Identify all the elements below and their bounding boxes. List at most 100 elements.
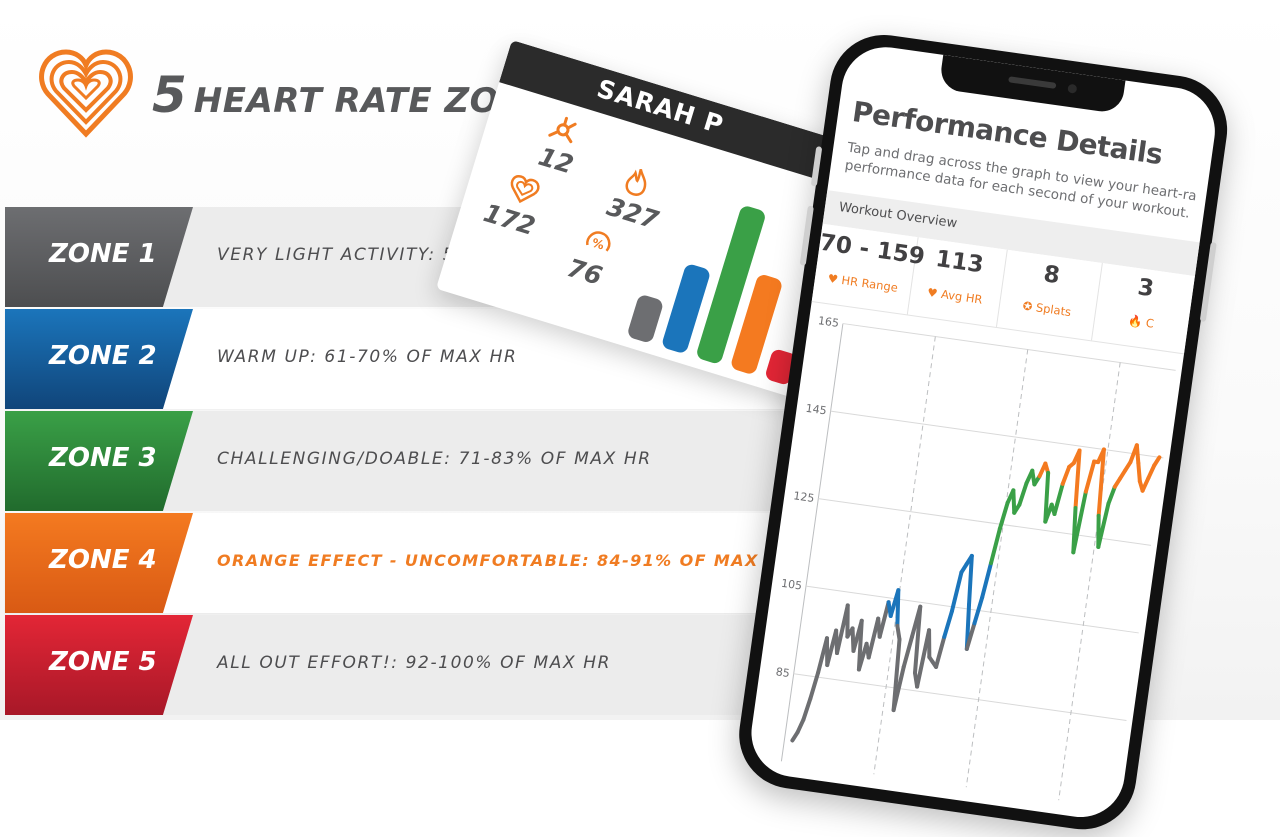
heart-icon: ♥ — [826, 271, 839, 287]
zone-bar-gray — [628, 295, 663, 342]
splat-icon: ✪ — [1021, 298, 1034, 314]
chart-tick-label: 145 — [805, 402, 828, 418]
chart-line-segment — [1052, 481, 1065, 516]
zone-description: ALL OUT EFFORT!: 92-100% OF MAX HR — [217, 653, 612, 673]
chart-line-segment — [1017, 481, 1029, 507]
metric-value: 3 — [1136, 274, 1156, 303]
metric-value: 8 — [1041, 261, 1062, 290]
metric-splats[interactable]: 8 ✪ Splats — [995, 249, 1103, 341]
chart-vertical-divider — [965, 349, 1029, 788]
chart-y-axis — [780, 323, 844, 762]
chart-line-segment — [1140, 476, 1151, 493]
heart-icon: ♥ — [926, 285, 939, 301]
chart-line-segment — [972, 595, 985, 626]
chart-line-segment — [942, 609, 954, 639]
chart-line-segment — [1071, 489, 1088, 555]
chart-line-segment — [866, 616, 881, 660]
chart-line-segment — [980, 561, 994, 600]
zone-row-3: ZONE 3 CHALLENGING/DOABLE: 71-83% OF MAX… — [5, 411, 805, 511]
heart-icon — [510, 175, 540, 204]
chart-line-segment — [1134, 443, 1141, 466]
metric-hr-range[interactable]: 70 - 159 ♥ HR Range — [811, 223, 927, 315]
zone-label-block — [5, 309, 193, 409]
zone-description: CHALLENGING/DOABLE: 71-83% OF MAX HR — [217, 449, 652, 469]
zone-label-block — [5, 411, 193, 511]
chart-line-segment — [1136, 461, 1142, 484]
chart-line-segment — [1073, 448, 1082, 511]
chart-gridline — [793, 673, 1127, 721]
workout-overview-label: Workout Overview — [837, 199, 959, 232]
metric-label-text: Avg HR — [940, 287, 984, 307]
zone-label-block — [5, 513, 193, 613]
flame-icon — [625, 168, 647, 196]
chart-line-segment — [877, 600, 891, 639]
zone-label: ZONE 1 — [49, 239, 157, 269]
metric-label: 🔥 C — [1094, 309, 1189, 336]
splat-icon — [548, 116, 577, 144]
chart-gridline — [830, 410, 1164, 459]
phone-screen: Performance Details Tap and drag across … — [745, 41, 1221, 823]
zone-label: ZONE 4 — [49, 545, 157, 575]
chart-line-segment — [895, 588, 901, 628]
phone-camera — [1067, 83, 1078, 94]
metric-label: ♥ HR Range — [814, 269, 911, 296]
chart-line-segment — [801, 696, 813, 722]
chart-vertical-divider — [873, 336, 936, 775]
chart-line-segment — [1146, 463, 1157, 481]
zone-bar-orange — [731, 275, 782, 374]
zone-label: ZONE 3 — [49, 443, 157, 473]
zone-label-block — [5, 615, 193, 715]
phone-speaker — [1008, 76, 1057, 89]
chart-line-segment — [895, 623, 902, 642]
chart-tick-label: 125 — [793, 489, 816, 505]
chart-line-segment — [1106, 484, 1117, 506]
chart-line-segment — [989, 526, 1002, 566]
chart-gridline — [818, 498, 1152, 546]
chart-line-segment — [997, 500, 1010, 531]
chart-line-segment — [1043, 470, 1051, 524]
chart-tick-label: 105 — [780, 577, 803, 593]
chart-line-segment — [1152, 455, 1162, 468]
heart-rings-icon — [39, 49, 133, 138]
metric-avg-hr[interactable]: 113 ♥ Avg HR — [906, 237, 1008, 328]
metric-label-text: Splats — [1035, 300, 1073, 320]
phone-device: Performance Details Tap and drag across … — [732, 28, 1235, 837]
chart-line-segment — [912, 604, 923, 675]
chart-line-segment — [1096, 501, 1111, 549]
chart-line-segment — [1060, 464, 1072, 486]
chart-line-segment — [915, 628, 932, 689]
flame-icon: 🔥 — [1127, 313, 1144, 330]
chart-line-segment — [808, 670, 821, 701]
chart-line-segment — [934, 634, 947, 669]
metric-value: 70 - 159 — [818, 229, 927, 271]
metric-label-text: C — [1144, 315, 1155, 331]
chart-tick-label: 85 — [775, 665, 791, 680]
phone-notch — [938, 54, 1126, 115]
metric-label: ♥ Avg HR — [909, 283, 1000, 309]
zone-label: ZONE 5 — [49, 647, 157, 677]
zone-description: ORANGE EFFECT - UNCOMFORTABLE: 84-91% OF… — [217, 551, 795, 570]
chart-line-segment — [927, 628, 932, 660]
zone-row-5: ZONE 5 ALL OUT EFFORT!: 92-100% OF MAX H… — [5, 615, 805, 715]
zone-row-4: ZONE 4 ORANGE EFFECT - UNCOMFORTABLE: 84… — [5, 513, 805, 613]
zone-label-block — [5, 207, 193, 307]
svg-text:%: % — [590, 236, 606, 253]
zone-label: ZONE 2 — [49, 341, 157, 371]
chart-line-segment — [967, 553, 974, 607]
chart-line-segment — [1083, 459, 1097, 494]
chart-tick-label: 165 — [817, 314, 840, 330]
chart-line-segment — [949, 570, 964, 614]
metric-value: 113 — [933, 245, 986, 279]
zone-description: WARM UP: 61-70% OF MAX HR — [217, 347, 518, 367]
zone-bar-green — [697, 206, 765, 364]
chart-line-segment — [1011, 488, 1017, 515]
chart-line-segment — [901, 634, 914, 669]
zone-bar-blue — [662, 264, 710, 353]
chart-line-segment — [1096, 447, 1106, 518]
metric-label: ✪ Splats — [998, 295, 1095, 322]
chart-vertical-divider — [1058, 362, 1121, 801]
title-number: 5 — [152, 66, 188, 124]
heart-rate-chart[interactable]: 165 145 125 105 85 — [746, 301, 1184, 823]
metric-calories[interactable]: 3 🔥 C — [1091, 263, 1195, 353]
metric-label-text: HR Range — [840, 273, 899, 295]
